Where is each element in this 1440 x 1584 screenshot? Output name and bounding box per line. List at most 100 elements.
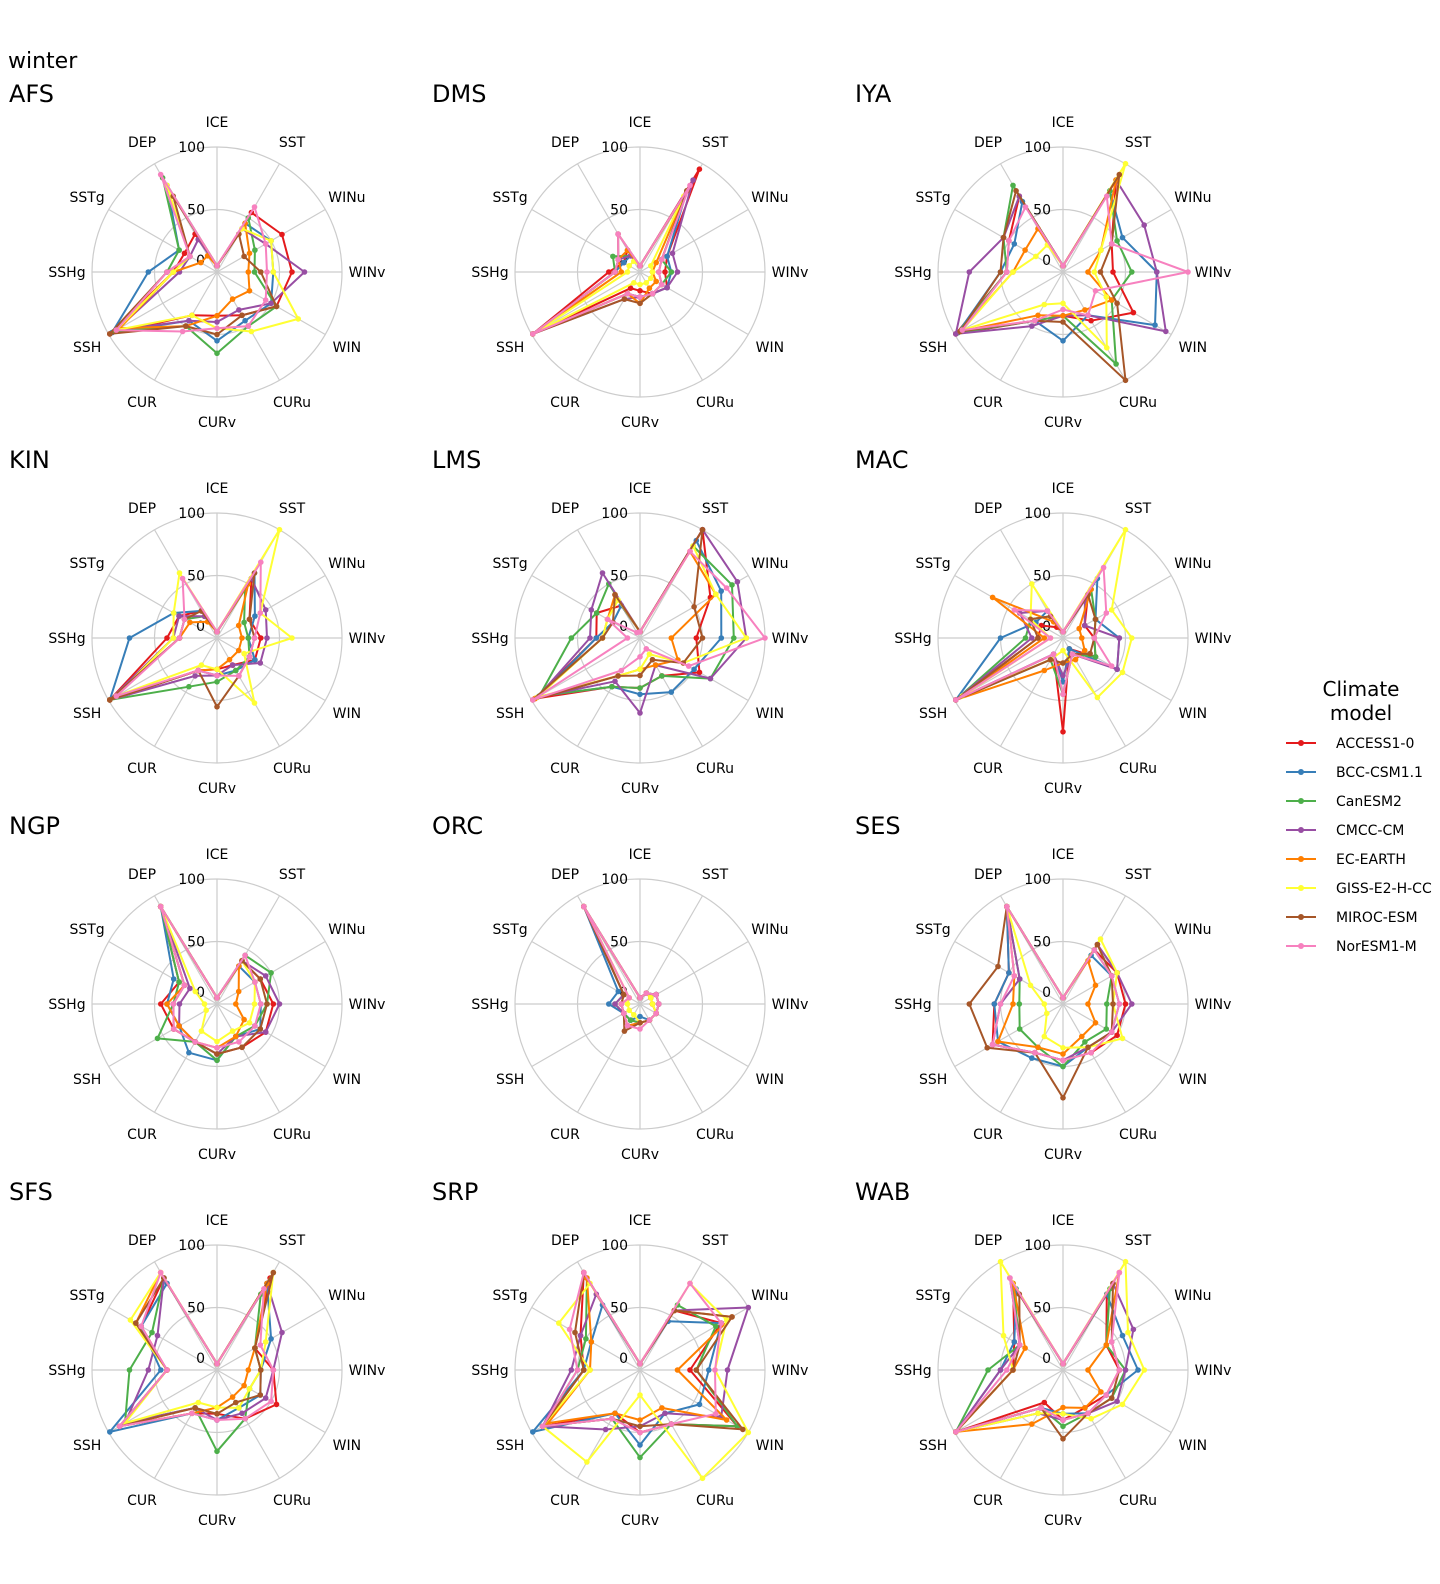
series-point xyxy=(627,1017,634,1023)
axis-label-sst: SST xyxy=(279,135,306,151)
series-point xyxy=(1114,666,1120,673)
axis-label-sstg: SSTg xyxy=(492,1288,527,1304)
series-point xyxy=(1060,672,1066,679)
axis-label-ssh: SSH xyxy=(919,1072,947,1088)
axis-label-winu: WINu xyxy=(328,190,365,206)
radial-tick-label: 50 xyxy=(187,1301,205,1317)
axis-label-ssh: SSH xyxy=(73,1072,101,1088)
series-point xyxy=(658,281,665,288)
series-point xyxy=(1082,1405,1088,1411)
series-point xyxy=(1081,622,1088,629)
series-point xyxy=(581,903,587,910)
series-point xyxy=(154,1035,161,1042)
axis-label-sstg: SSTg xyxy=(492,190,527,206)
grid-spoke xyxy=(576,637,641,747)
series-point xyxy=(745,1429,752,1436)
grid-spoke xyxy=(1062,1306,1172,1371)
panel-orc: ORC ICE SST WINu WINv WIN CURu CURv CUR SSH SSHg SS… xyxy=(432,812,808,1163)
series-point xyxy=(637,1454,643,1461)
axis-label-winu: WINu xyxy=(1174,922,1211,938)
axis-label-ssh: SSH xyxy=(73,706,101,722)
axis-label-sshg: SSHg xyxy=(894,997,931,1013)
series-point xyxy=(1114,1032,1120,1039)
grid-spoke xyxy=(153,1003,218,1113)
series-point xyxy=(556,1320,562,1326)
series-point xyxy=(1108,1395,1115,1401)
series-point xyxy=(251,269,258,275)
series-point xyxy=(214,1361,220,1367)
series-point xyxy=(1038,1405,1044,1411)
series-point xyxy=(637,1361,643,1367)
series-point xyxy=(214,1051,220,1057)
series-point xyxy=(1029,581,1035,587)
series-point xyxy=(1119,1332,1126,1339)
series-point xyxy=(201,1001,208,1007)
series-point xyxy=(687,548,693,555)
axis-label-curv: CURv xyxy=(198,415,236,431)
series-point xyxy=(145,269,152,275)
axis-label-sst: SST xyxy=(702,501,729,517)
series-point xyxy=(258,635,264,641)
legend: Climate model ACCESS1-0 BCC-CSM1.1 CanESM2… xyxy=(1286,677,1432,955)
series-point xyxy=(195,1399,202,1406)
axis-label-curv: CURv xyxy=(198,1513,236,1529)
series-point xyxy=(301,269,308,275)
radial-tick-label: 50 xyxy=(610,569,628,585)
axis-label-sshg: SSHg xyxy=(471,1363,508,1379)
series-point xyxy=(1104,345,1110,351)
axis-label-sstg: SSTg xyxy=(69,1288,104,1304)
grid-spoke xyxy=(153,637,218,747)
series-point xyxy=(214,263,220,269)
series-point xyxy=(712,1367,718,1373)
axis-label-dep: DEP xyxy=(551,135,579,151)
series-point xyxy=(618,269,625,275)
series-point xyxy=(731,635,737,641)
axis-label-sst: SST xyxy=(702,1233,729,1249)
panel-title: KIN xyxy=(9,446,50,474)
axis-label-sshg: SSHg xyxy=(471,265,508,281)
series-point xyxy=(1016,1001,1023,1007)
series-point xyxy=(687,1367,693,1373)
axis-label-curu: CURu xyxy=(1119,1127,1157,1143)
series-noresm1-m xyxy=(157,903,264,1051)
grid-spoke xyxy=(216,574,326,639)
series-point xyxy=(1069,651,1076,657)
panel-dms: DMS ICE SST WINu WINv WIN CURu CURv CUR SSH SSHg SS… xyxy=(432,80,808,431)
series-noresm1-m xyxy=(113,171,270,335)
series-point xyxy=(1060,1045,1066,1051)
legend-swatch-point xyxy=(1298,943,1304,949)
series-point xyxy=(637,1020,643,1026)
axis-label-ice: ICE xyxy=(1052,481,1075,497)
series-point xyxy=(1060,1063,1066,1070)
series-point xyxy=(164,1367,170,1373)
series-point xyxy=(1087,650,1093,657)
series-point xyxy=(1060,300,1066,307)
series-point xyxy=(643,990,650,996)
radial-tick-label: 100 xyxy=(1024,872,1051,888)
radial-tick-label: 50 xyxy=(187,935,205,951)
series-point xyxy=(1060,338,1066,344)
series-point xyxy=(262,241,269,247)
series-point xyxy=(1129,269,1135,275)
legend-swatch-point xyxy=(1298,769,1304,775)
series-point xyxy=(262,1339,269,1345)
series-point xyxy=(1060,319,1066,325)
series-point xyxy=(1011,241,1018,247)
series-point xyxy=(618,667,625,674)
series-point xyxy=(1122,526,1129,533)
series-point xyxy=(539,1423,546,1430)
radar-panels: AFS ICE SST WINu WINv WIN CURu CURv CUR SSH SSHg SS… xyxy=(9,80,1231,1529)
series-point xyxy=(192,1405,198,1411)
series-point xyxy=(236,1405,242,1411)
series-point xyxy=(1016,1342,1023,1348)
series-point xyxy=(176,1023,182,1029)
series-point xyxy=(653,991,659,998)
series-point xyxy=(1092,616,1099,623)
radial-tick-label: 100 xyxy=(178,1238,205,1254)
axis-label-winv: WINv xyxy=(772,1363,809,1379)
series-point xyxy=(1072,656,1079,663)
series-point xyxy=(959,327,966,333)
series-point xyxy=(235,647,242,654)
panel-sfs: SFS ICE SST WINu WINv WIN CURu CURv CUR SSH SSHg SS… xyxy=(9,1178,385,1529)
grid-spoke xyxy=(954,574,1064,639)
